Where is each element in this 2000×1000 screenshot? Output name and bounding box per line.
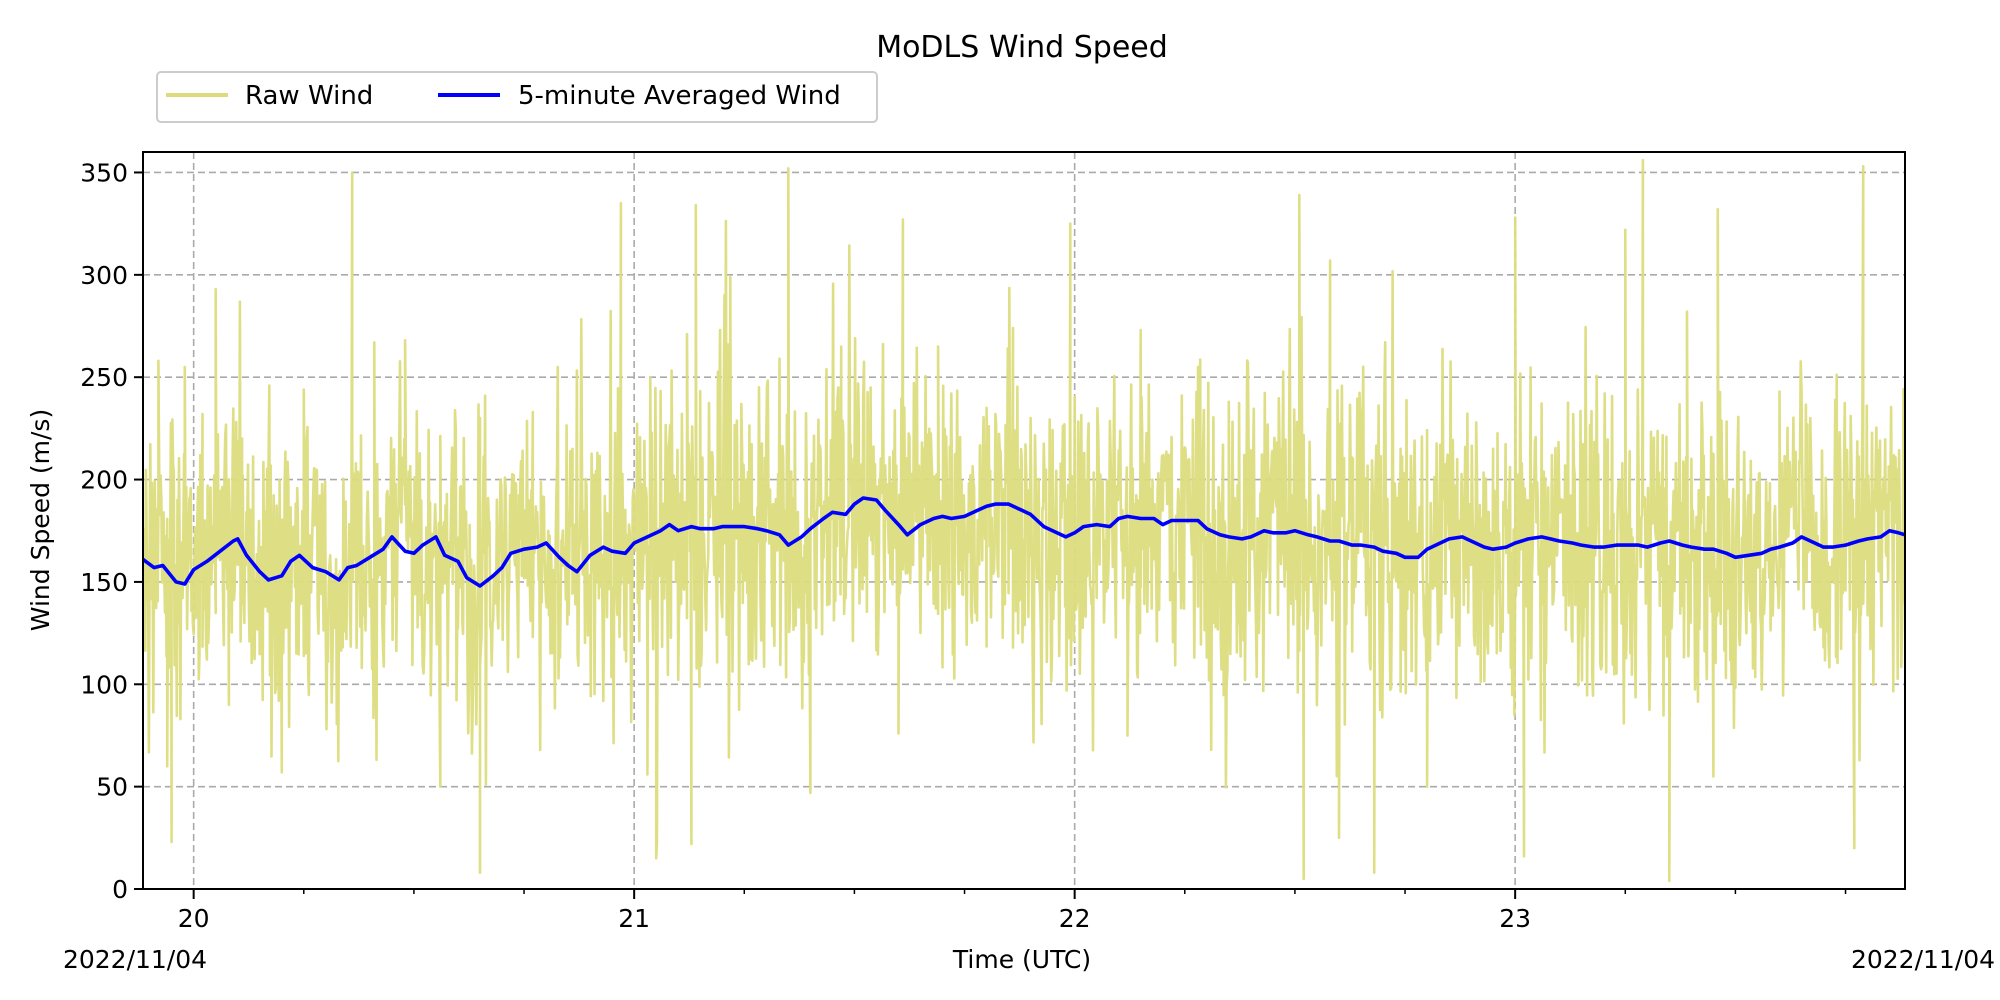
y-tick-label: 250 [80, 363, 128, 392]
legend-label-raw: Raw Wind [245, 81, 373, 111]
y-tick-label: 50 [96, 773, 128, 802]
x-tick-label: 22 [1059, 904, 1091, 933]
averaged-wind-line [143, 496, 1905, 588]
legend-label-avg: 5-minute Averaged Wind [518, 81, 841, 111]
chart-title: MoDLS Wind Speed [876, 30, 1168, 65]
y-tick-label: 350 [80, 158, 128, 187]
legend: Raw Wind 5-minute Averaged Wind [156, 71, 878, 123]
y-axis-label: Wind Speed (m/s) [26, 409, 55, 631]
x-tick-label: 21 [618, 904, 650, 933]
x-tick-label: 23 [1499, 904, 1531, 933]
x-tick-label: 20 [178, 904, 210, 933]
plot-frame [142, 151, 1906, 890]
date-label-right: 2022/11/04 [1851, 945, 1995, 974]
y-tick-label: 150 [80, 568, 128, 597]
y-tick-label: 0 [112, 875, 128, 904]
y-tick-label: 100 [80, 670, 128, 699]
axes-layer: 0 50 100 150 200 250 300 350 20 21 22 23 [80, 158, 1847, 933]
series-layer [143, 158, 1905, 883]
y-tick-label: 300 [80, 261, 128, 290]
y-tick-label: 200 [80, 466, 128, 495]
legend-box [156, 71, 878, 123]
date-label-left: 2022/11/04 [63, 945, 207, 974]
x-axis-label: Time (UTC) [952, 945, 1091, 974]
